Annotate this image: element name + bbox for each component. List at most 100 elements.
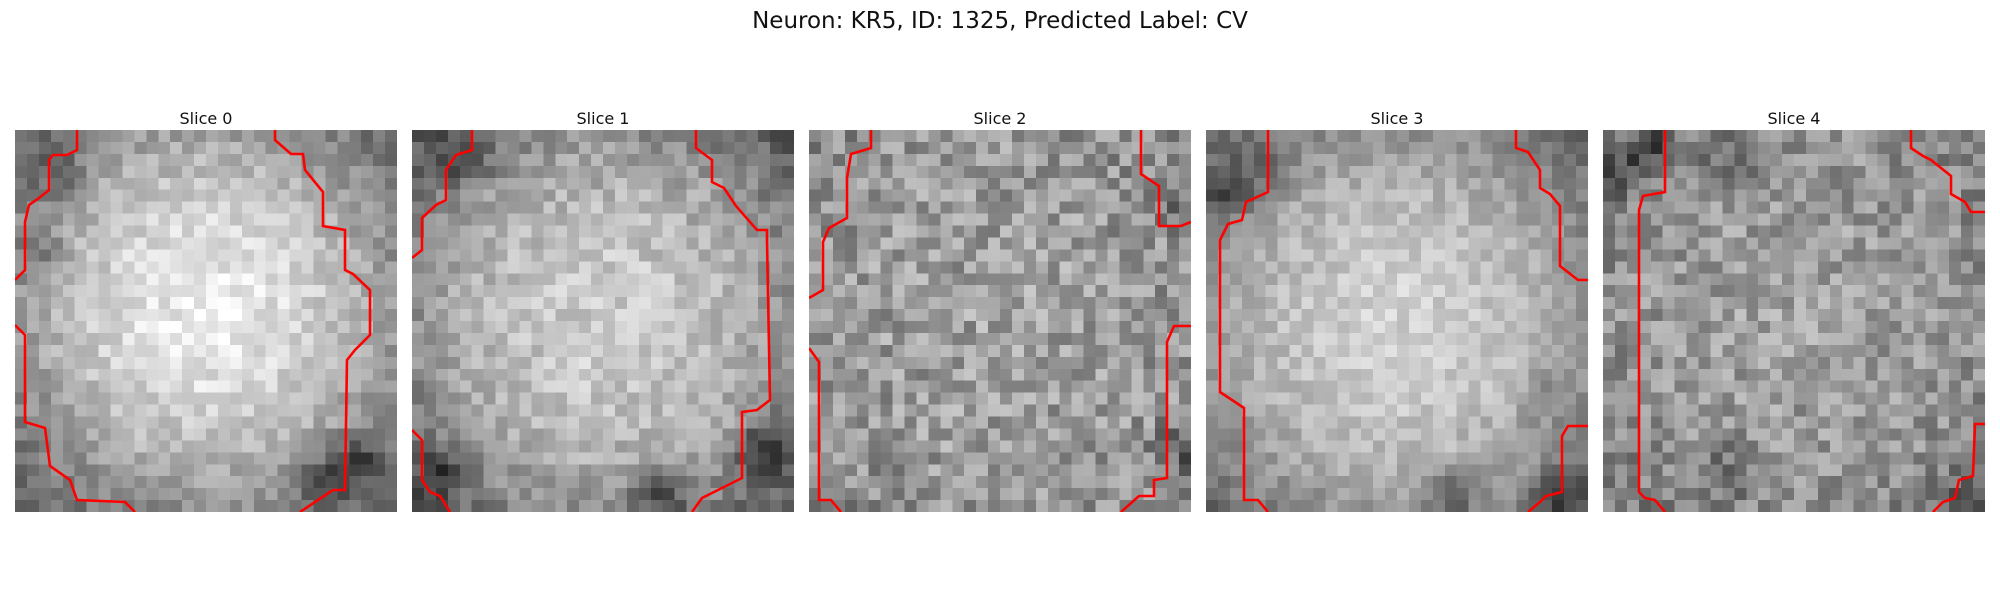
pixel — [1408, 464, 1422, 477]
pixel — [809, 189, 822, 203]
pixel — [1805, 321, 1819, 334]
pixel — [880, 130, 894, 143]
pixel — [1325, 237, 1338, 250]
pixel — [904, 464, 918, 477]
pixel — [1206, 309, 1219, 322]
pixel — [543, 141, 556, 155]
pixel — [638, 177, 652, 191]
pixel — [1758, 130, 1771, 143]
pixel — [603, 285, 616, 298]
pixel — [1841, 130, 1855, 143]
pixel — [241, 153, 255, 167]
pixel — [1313, 332, 1326, 346]
pixel — [412, 392, 425, 406]
pixel — [1107, 476, 1120, 489]
pixel — [325, 285, 338, 298]
pixel — [1179, 153, 1191, 167]
pixel — [1253, 225, 1267, 239]
pixel — [782, 153, 794, 167]
pixel — [349, 380, 362, 394]
pixel — [86, 428, 100, 441]
pixel — [734, 464, 747, 477]
pixel — [1937, 321, 1950, 334]
pixel — [1758, 404, 1771, 418]
pixel — [1143, 452, 1156, 465]
pixel — [892, 309, 906, 322]
pixel — [1265, 309, 1279, 322]
pixel — [1805, 356, 1819, 370]
pixel — [471, 404, 485, 418]
pixel — [880, 321, 894, 334]
pixel — [591, 452, 604, 465]
pixel — [928, 189, 941, 203]
pixel — [146, 177, 159, 191]
pixel — [820, 428, 834, 441]
pixel — [459, 165, 473, 179]
pixel — [253, 249, 267, 262]
pixel — [904, 153, 918, 167]
pixel — [868, 201, 882, 215]
pixel — [1782, 416, 1795, 430]
pixel — [531, 201, 544, 215]
pixel — [1949, 356, 1962, 370]
pixel — [1528, 452, 1541, 465]
pixel — [1059, 356, 1073, 370]
pixel — [1325, 416, 1338, 430]
pixel — [1710, 416, 1723, 430]
pixel — [1000, 500, 1013, 512]
pixel — [1167, 225, 1180, 239]
pixel — [447, 476, 461, 489]
pixel — [265, 416, 279, 430]
pixel — [1504, 500, 1517, 512]
pixel — [1829, 249, 1843, 262]
pixel — [662, 344, 676, 358]
pixel — [1576, 177, 1588, 191]
pixel — [1143, 141, 1156, 155]
pixel — [976, 500, 989, 512]
pixel — [182, 201, 195, 215]
pixel — [206, 356, 219, 370]
pixel — [1480, 237, 1494, 250]
pixel — [650, 440, 664, 453]
pixel — [1603, 404, 1616, 418]
pixel — [1289, 189, 1303, 203]
pixel — [856, 356, 870, 370]
pixel — [1229, 464, 1243, 477]
pixel — [1576, 285, 1588, 298]
pixel — [626, 368, 640, 382]
pixel — [1385, 130, 1398, 143]
pixel — [1035, 130, 1049, 143]
pixel — [182, 249, 195, 262]
pixel — [1253, 141, 1267, 155]
pixel — [412, 141, 425, 155]
pixel — [758, 201, 771, 215]
pixel — [507, 428, 521, 441]
slice-image-1 — [412, 130, 794, 512]
pixel — [809, 249, 822, 262]
pixel — [1770, 273, 1783, 286]
pixel — [483, 500, 497, 512]
pixel — [856, 344, 870, 358]
pixel — [313, 368, 326, 382]
pixel — [373, 177, 386, 191]
pixel — [50, 249, 64, 262]
pixel — [928, 153, 941, 167]
pixel — [1817, 332, 1831, 346]
pixel — [1889, 392, 1903, 406]
pixel — [1444, 416, 1458, 430]
pixel — [1011, 261, 1025, 274]
pixel — [1603, 440, 1616, 453]
pixel — [1841, 356, 1855, 370]
pixel — [325, 130, 338, 143]
pixel — [1650, 261, 1664, 274]
pixel — [1540, 380, 1553, 394]
pixel — [698, 440, 712, 453]
pixel — [1817, 237, 1831, 250]
pixel — [1710, 404, 1723, 418]
pixel — [734, 380, 747, 394]
pixel — [98, 332, 112, 346]
pixel — [1877, 177, 1891, 191]
pixel — [1492, 297, 1506, 310]
pixel — [1313, 476, 1326, 489]
pixel — [495, 380, 509, 394]
